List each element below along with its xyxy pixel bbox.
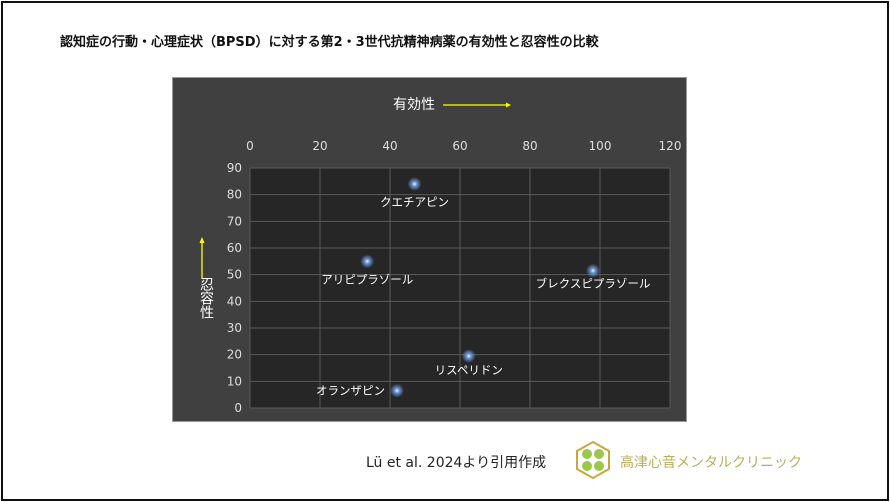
scatter-chart: 0204060801001200102030405060708090有効性（SU… [172, 77, 687, 422]
data-point [461, 349, 476, 363]
x-tick-label: 100 [589, 139, 612, 153]
y-tick-label: 60 [227, 241, 242, 255]
x-tick-label: 40 [382, 139, 397, 153]
y-tick-label: 80 [227, 188, 242, 202]
data-label: リスペリドン [435, 363, 503, 377]
data-point [407, 177, 422, 191]
page-title: 認知症の行動・心理症状（BPSD）に対する第2・3世代抗精神病薬の有効性と忍容性… [60, 35, 599, 50]
y-arrow-head [199, 237, 205, 243]
data-label: オランザピン [316, 384, 385, 398]
x-arrow-head [506, 102, 511, 108]
data-label: クエチアピン [380, 195, 449, 209]
y-tick-label: 40 [227, 294, 242, 308]
y-tick-label: 90 [227, 161, 242, 175]
data-point [390, 383, 404, 398]
data-label: ブレクスピプラゾール [536, 277, 651, 291]
y-tick-label: 30 [227, 321, 242, 335]
data-label: アリピプラゾール [321, 272, 413, 286]
x-axis-title: 有効性 [393, 97, 435, 113]
citation: Lü et al. 2024より引用作成 [366, 455, 547, 471]
y-tick-label: 10 [227, 374, 242, 388]
y-tick-label: 70 [227, 214, 242, 228]
chart-svg: 0204060801001200102030405060708090有効性（SU… [198, 97, 682, 415]
clinic-logo-icon [576, 440, 610, 480]
data-point [360, 254, 375, 269]
y-axis-title: 忍容性 [198, 277, 214, 319]
y-tick-label: 20 [227, 348, 242, 362]
data-point [586, 263, 600, 278]
x-tick-label: 20 [312, 139, 327, 153]
x-tick-label: 0 [246, 139, 254, 153]
x-tick-label: 60 [452, 139, 467, 153]
x-tick-label: 80 [522, 139, 537, 153]
x-tick-label: 120 [659, 139, 682, 153]
clinic-name: 高津心音メンタルクリニック [620, 455, 802, 471]
y-tick-label: 50 [227, 268, 242, 282]
y-tick-label: 0 [234, 401, 242, 415]
